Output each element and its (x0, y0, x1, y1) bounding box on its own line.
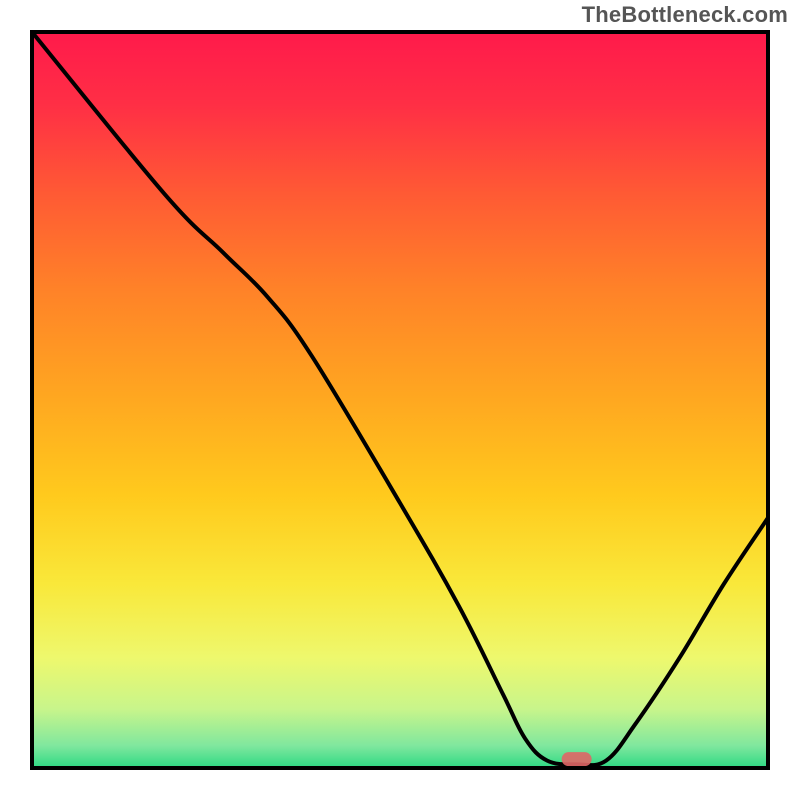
optimum-marker (562, 752, 592, 766)
bottleneck-chart (0, 0, 800, 800)
watermark-text: TheBottleneck.com (582, 2, 788, 28)
plot-background (32, 32, 768, 768)
